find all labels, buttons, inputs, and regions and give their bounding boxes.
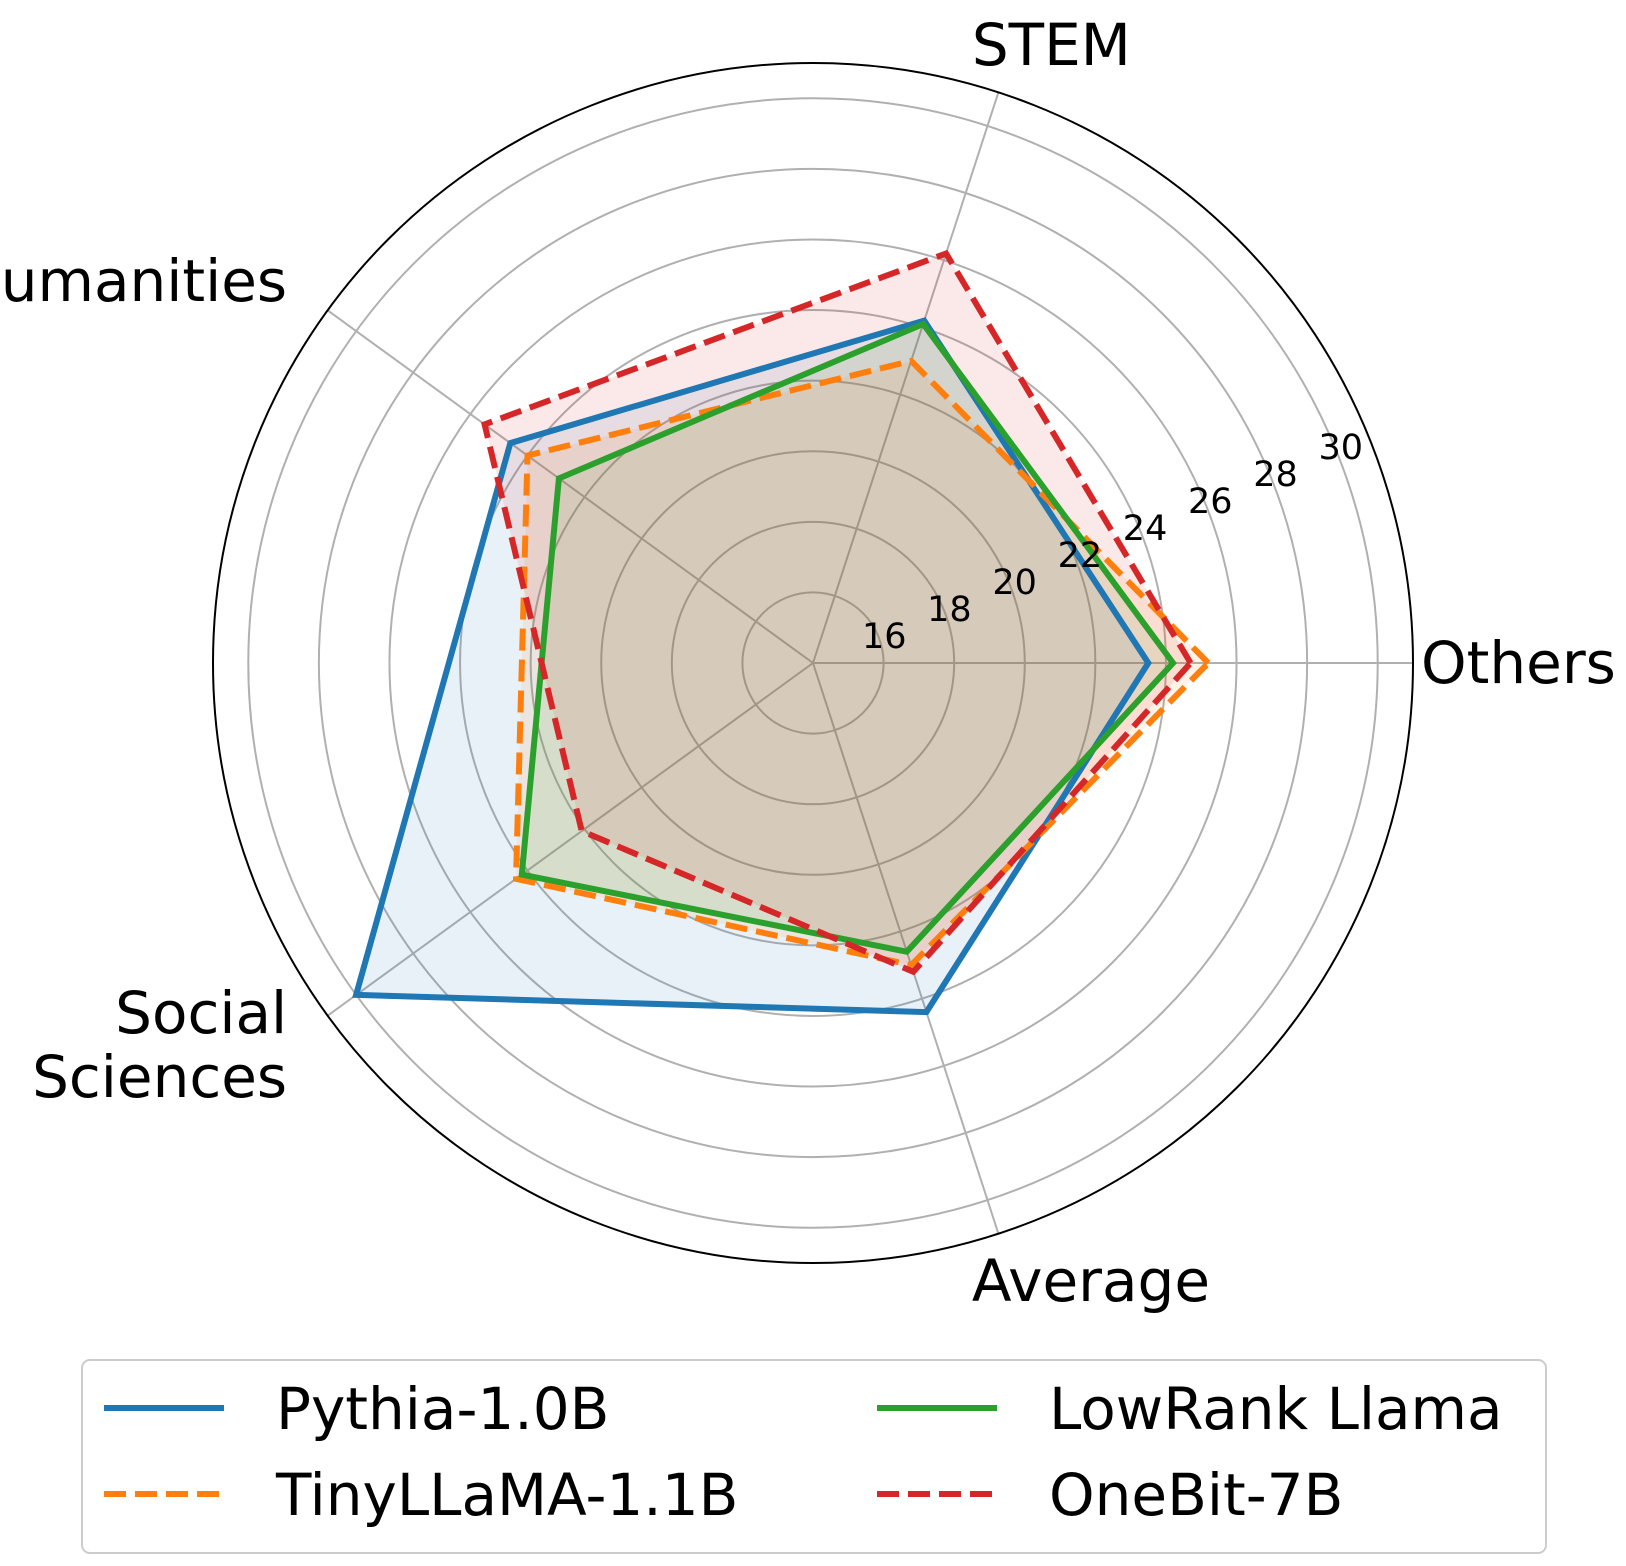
r-tick-label: 30 [1318, 428, 1363, 468]
category-label: Humanities [0, 247, 287, 315]
category-label: Social [115, 979, 287, 1047]
legend-label-4: OneBit-7B [1049, 1461, 1343, 1529]
outer-frame [212, 62, 1414, 1264]
r-tick-label: 20 [992, 563, 1037, 603]
series-line-3 [518, 320, 1177, 955]
series-line-2 [512, 357, 1213, 969]
r-tick-label: 18 [927, 590, 972, 630]
category-label: Average [972, 1247, 1210, 1315]
category-label: STEM [972, 11, 1131, 79]
spoke-line [327, 309, 814, 664]
series-area-1 [356, 320, 1149, 1013]
legend: Pythia-1.0B TinyLLaMA-1.1B LowRank Llama On… [81, 1359, 1547, 1554]
spoke-line [812, 662, 1000, 1234]
r-tick-label: 22 [1058, 536, 1103, 576]
tick-label-layer: 16 18 20 22 24 26 28 30 [862, 428, 1363, 657]
spoke-line [327, 662, 814, 1017]
legend-label-1: Pythia-1.0B [276, 1375, 609, 1443]
category-label: Sciences [32, 1043, 287, 1111]
legend-frame [81, 1359, 1547, 1554]
legend-label-3: LowRank Llama [1049, 1375, 1503, 1443]
series-line-layer [352, 249, 1213, 1016]
grid-layer [212, 62, 1414, 1264]
spoke-line [812, 92, 1000, 664]
category-label: Others [1421, 629, 1616, 697]
r-tick-label: 26 [1188, 482, 1233, 522]
series-area-3 [521, 324, 1173, 952]
r-tick-label: 24 [1123, 509, 1168, 549]
r-tick-label: 16 [862, 617, 907, 657]
r-tick-label: 28 [1253, 455, 1298, 495]
series-fill-layer [356, 253, 1209, 1013]
series-line-4 [481, 249, 1195, 976]
legend-label-2: TinyLLaMA-1.1B [275, 1461, 738, 1529]
